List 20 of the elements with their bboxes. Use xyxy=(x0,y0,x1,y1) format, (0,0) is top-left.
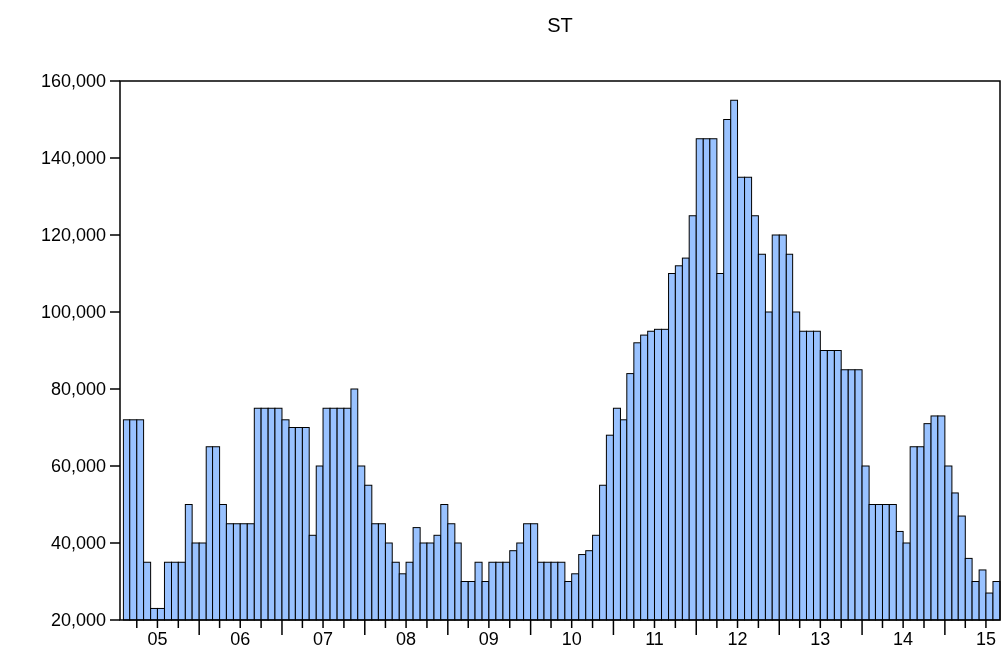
y-tick-label: 60,000 xyxy=(50,456,106,477)
chart-title: ST xyxy=(547,14,573,36)
x-tick-label: 07 xyxy=(313,629,334,649)
x-tick-label: 06 xyxy=(230,629,251,649)
x-tick-label: 08 xyxy=(396,629,417,649)
y-tick-label: 140,000 xyxy=(40,148,106,169)
x-tick-label: 13 xyxy=(810,629,831,649)
x-tick-label: 05 xyxy=(147,629,168,649)
y-tick-label: 20,000 xyxy=(50,610,106,631)
x-tick-label: 15 xyxy=(975,629,996,649)
y-tick-label: 160,000 xyxy=(40,71,106,92)
x-tick-label: 11 xyxy=(645,629,664,649)
x-tick-label: 14 xyxy=(893,629,914,649)
y-tick-label: 100,000 xyxy=(40,302,106,323)
x-tick-label: 09 xyxy=(478,629,499,649)
y-tick-label: 80,000 xyxy=(50,379,106,400)
x-tick-label: 12 xyxy=(727,629,748,649)
y-tick-label: 120,000 xyxy=(40,225,106,246)
y-tick-label: 40,000 xyxy=(50,533,106,554)
x-tick-label: 10 xyxy=(561,629,582,649)
